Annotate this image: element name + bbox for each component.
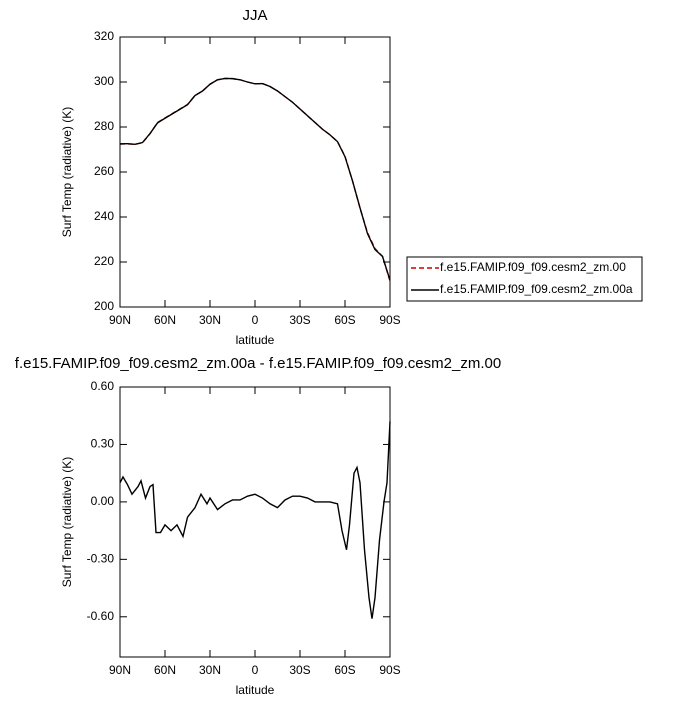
chart-title: f.e15.FAMIP.f09_f09.cesm2_zm.00a - f.e15… — [15, 355, 501, 372]
x-tick-label: 60N — [154, 313, 176, 327]
legend-box — [406, 256, 643, 302]
x-tick-label: 90S — [379, 663, 400, 677]
x-tick-label: 60N — [154, 663, 176, 677]
plot-frame — [119, 36, 391, 308]
x-axis-label: latitude — [236, 683, 275, 697]
y-tick-label: 0.00 — [91, 494, 115, 508]
chart-title: JJA — [242, 7, 267, 24]
y-tick-label: 240 — [94, 209, 114, 223]
y-tick-label: 320 — [94, 29, 114, 43]
x-tick-label: 30N — [199, 663, 221, 677]
legend-label: f.e15.FAMIP.f09_f09.cesm2_zm.00a — [440, 282, 633, 296]
y-tick-label: 0.30 — [91, 437, 115, 451]
y-tick-label: -0.30 — [87, 552, 115, 566]
data-line — [119, 77, 391, 281]
y-tick-label: -0.60 — [87, 609, 115, 623]
x-axis-label: latitude — [236, 333, 275, 347]
x-tick-label: 30S — [289, 313, 310, 327]
x-tick-label: 90N — [109, 313, 131, 327]
x-tick-label: 90N — [109, 663, 131, 677]
y-tick-label: 280 — [94, 119, 114, 133]
x-tick-label: 0 — [252, 663, 259, 677]
x-tick-label: 60S — [334, 663, 355, 677]
y-tick-label: 300 — [94, 74, 114, 88]
y-tick-label: 260 — [94, 164, 114, 178]
y-tick-label: 220 — [94, 254, 114, 268]
x-tick-label: 30S — [289, 663, 310, 677]
x-tick-label: 90S — [379, 313, 400, 327]
y-tick-label: 0.60 — [91, 379, 115, 393]
data-line — [119, 421, 391, 619]
y-tick-label: 200 — [94, 299, 114, 313]
legend-label: f.e15.FAMIP.f09_f09.cesm2_zm.00 — [440, 260, 626, 274]
x-tick-label: 30N — [199, 313, 221, 327]
data-line — [119, 77, 391, 282]
x-tick-label: 0 — [252, 313, 259, 327]
x-tick-label: 60S — [334, 313, 355, 327]
y-axis-label: Surf Temp (radiative) (K) — [60, 107, 74, 237]
y-axis-label: Surf Temp (radiative) (K) — [60, 457, 74, 587]
plot-frame — [119, 386, 391, 658]
